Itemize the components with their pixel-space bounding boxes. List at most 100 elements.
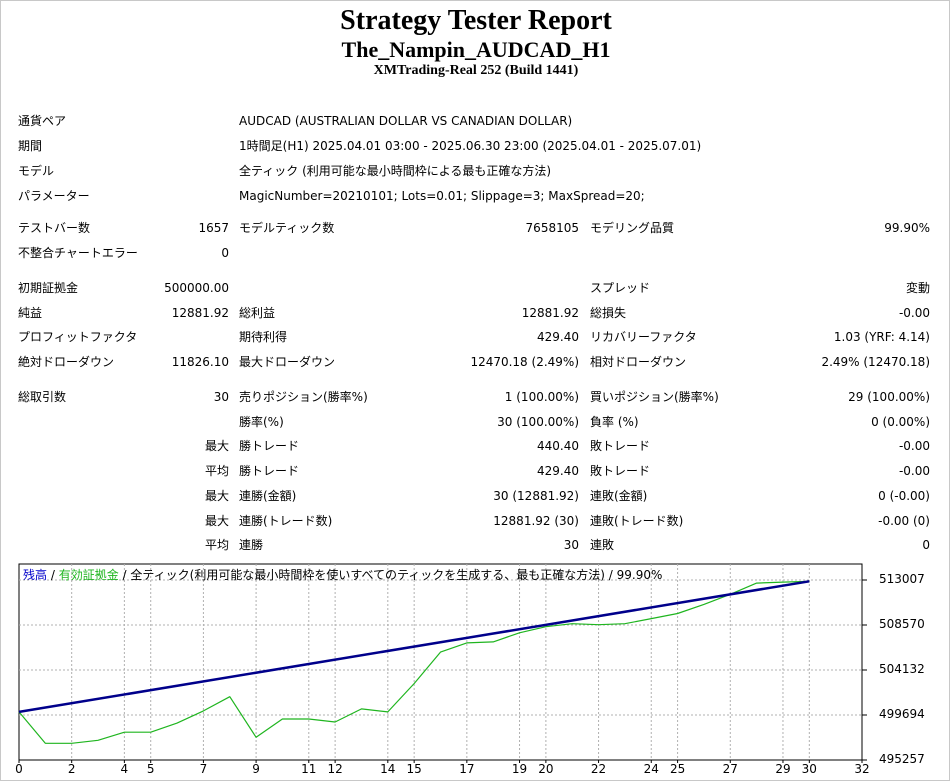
gross-loss-label: 総損失 [590, 306, 627, 320]
period-value: 1時間足(H1) 2025.04.01 03:00 - 2025.06.30 2… [239, 139, 702, 153]
x-tick-label: 19 [511, 762, 528, 776]
x-tick-label: 4 [120, 762, 129, 776]
largest-win-label: 勝トレード [239, 439, 300, 453]
quality-label: モデリング品質 [590, 221, 675, 235]
avg-loss-value: -0.00 [898, 464, 930, 478]
x-tick-label: 30 [801, 762, 817, 776]
total-trades-label: 総取引数 [18, 390, 67, 404]
x-tick-label: 0 [15, 762, 23, 776]
max-consec-count-prefix: 最大 [204, 514, 229, 528]
mismatch-label: 不整合チャートエラー [18, 246, 138, 260]
chart-canvas [18, 563, 867, 763]
profit-factor-label: プロフィットファクタ [18, 330, 138, 344]
largest-loss-value: -0.00 [898, 439, 930, 453]
short-positions-value: 1 (100.00%) [504, 390, 579, 404]
gross-profit-label: 総利益 [239, 306, 276, 320]
x-tick-label: 5 [146, 762, 155, 776]
y-tick-label: 508570 [879, 616, 925, 631]
avg-consec-prefix: 平均 [204, 538, 229, 552]
x-tick-label: 14 [380, 762, 396, 776]
ticks-value: 7658105 [525, 221, 579, 235]
loss-rate-label: 負率 (%) [590, 415, 639, 429]
x-tick-label: 15 [406, 762, 422, 776]
max-consec-loss-count-value: -0.00 (0) [878, 514, 930, 528]
mismatch-value: 0 [221, 246, 229, 260]
expected-payoff-label: 期待利得 [239, 330, 288, 344]
avg-consec-loss-label: 連敗 [590, 538, 615, 552]
x-tick-label: 29 [775, 762, 791, 776]
legend-equity: 有効証拠金 [58, 568, 119, 582]
x-tick-label: 32 [854, 762, 870, 776]
total-trades-value: 30 [213, 390, 229, 404]
x-tick-label: 17 [459, 762, 475, 776]
net-profit-value: 12881.92 [171, 306, 229, 320]
max-consec-win-amount-label: 連勝(金額) [239, 489, 297, 503]
account-build: XMTrading-Real 252 (Build 1441) [373, 63, 579, 78]
model-value: 全ティック (利用可能な最小時間枠による最も正確な方法) [239, 164, 552, 178]
max-consec-loss-amount-value: 0 (-0.00) [878, 489, 930, 503]
avg-win-label: 勝トレード [239, 464, 300, 478]
avg-win-value: 429.40 [537, 464, 579, 478]
max-drawdown-value: 12470.18 (2.49%) [470, 355, 579, 369]
ticks-label: モデルティック数 [239, 221, 335, 235]
average-prefix: 平均 [204, 464, 229, 478]
x-tick-label: 2 [67, 762, 76, 776]
legend-separator: / [118, 568, 131, 582]
recovery-factor-label: リカバリーファクタ [590, 330, 697, 344]
legend-separator: / [47, 568, 59, 582]
spread-value: 変動 [905, 281, 930, 295]
balance-line [18, 580, 810, 714]
deposit-label: 初期証拠金 [18, 281, 79, 295]
max-consec-win-amount-value: 30 (12881.92) [493, 489, 579, 503]
quality-value: 99.90% [884, 221, 930, 235]
x-tick-label: 22 [590, 762, 607, 776]
max-consec-win-count-label: 連勝(トレード数) [239, 514, 333, 528]
y-tick-label: 513007 [879, 572, 925, 586]
x-tick-label: 25 [669, 762, 686, 776]
rel-drawdown-label: 相対ドローダウン [590, 355, 687, 369]
x-tick-label: 12 [327, 762, 343, 776]
x-tick-label: 11 [301, 762, 317, 776]
y-tick-label: 504132 [879, 662, 925, 676]
x-tick-label: 20 [538, 762, 554, 776]
avg-loss-label: 敗トレード [590, 464, 651, 478]
max-consec-loss-count-label: 連敗(トレード数) [590, 514, 684, 528]
recovery-factor-value: 1.03 (YRF: 4.14) [833, 330, 930, 344]
chart-legend: 残高 / 有効証拠金 / 全ティック(利用可能な最小時間枠を使いすべてのティック… [23, 566, 662, 583]
max-consec-win-count-value: 12881.92 (30) [493, 514, 579, 528]
x-tick-label: 27 [722, 762, 738, 776]
win-rate-label: 勝率(%) [239, 415, 284, 429]
x-tick-label: 24 [643, 762, 659, 776]
win-rate-value: 30 (100.00%) [497, 415, 579, 429]
bars-value: 1657 [198, 221, 229, 235]
loss-rate-value: 0 (0.00%) [871, 415, 930, 429]
expected-payoff-value: 429.40 [537, 330, 579, 344]
long-positions-value: 29 (100.00%) [848, 390, 930, 404]
abs-drawdown-label: 絶対ドローダウン [18, 355, 115, 369]
model-label: モデル [18, 164, 55, 178]
balance-chart: 残高 / 有効証拠金 / 全ティック(利用可能な最小時間枠を使いすべてのティック… [15, 562, 936, 780]
pair-label: 通貨ペア [18, 114, 67, 128]
max-consec-amount-prefix: 最大 [204, 489, 229, 503]
short-positions-label: 売りポジション(勝率%) [239, 390, 368, 404]
rel-drawdown-value: 2.49% (12470.18) [821, 355, 930, 369]
abs-drawdown-value: 11826.10 [171, 355, 229, 369]
long-positions-label: 買いポジション(勝率%) [590, 390, 719, 404]
max-drawdown-label: 最大ドローダウン [239, 355, 336, 369]
legend-balance: 残高 [23, 568, 48, 582]
deposit-value: 500000.00 [164, 281, 229, 295]
equity-line [18, 580, 810, 744]
y-tick-label: 499694 [879, 707, 925, 721]
y-tick-label: 495257 [879, 752, 925, 766]
spread-label: スプレッド [590, 281, 651, 295]
gross-profit-value: 12881.92 [521, 306, 579, 320]
expert-name: The_Nampin_AUDCAD_H1 [341, 37, 611, 62]
largest-loss-label: 敗トレード [590, 439, 651, 453]
bars-label: テストバー数 [18, 221, 91, 235]
largest-win-value: 440.40 [537, 439, 579, 453]
legend-model-quality: 全ティック(利用可能な最小時間枠を使いすべてのティックを生成する、最も正確な方法… [130, 568, 663, 582]
x-tick-label: 9 [252, 762, 260, 776]
pair-value: AUDCAD (AUSTRALIAN DOLLAR VS CANADIAN DO… [239, 114, 573, 128]
avg-consec-win-label: 連勝 [239, 538, 264, 552]
params-label: パラメーター [18, 189, 90, 203]
